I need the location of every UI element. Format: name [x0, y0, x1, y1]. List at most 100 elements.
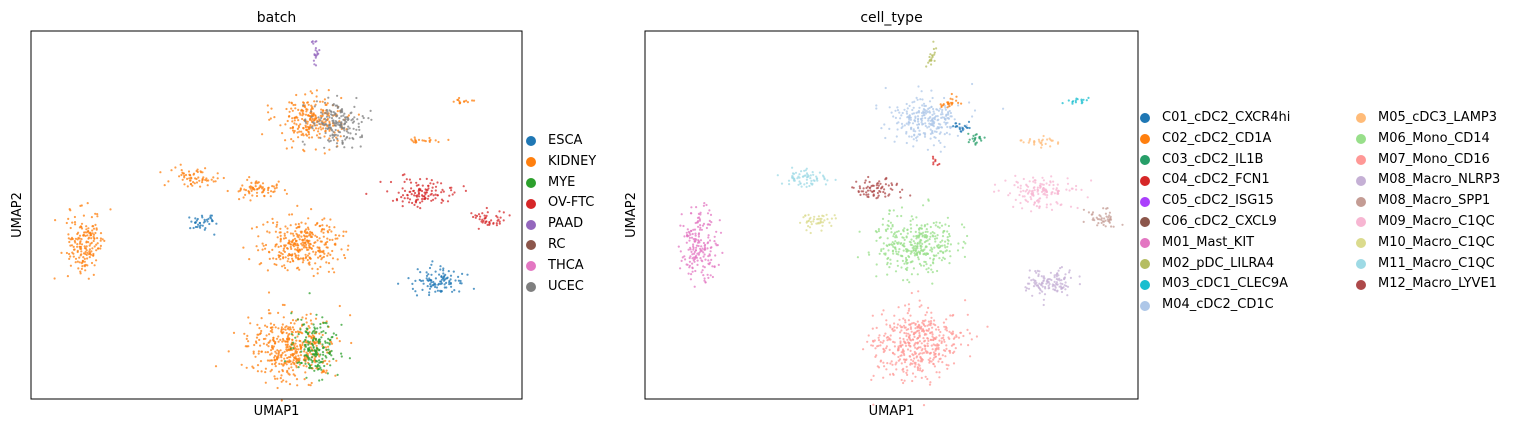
data-point: [704, 281, 707, 284]
data-point: [331, 134, 334, 137]
series-M12_Macro_LYVE1: [851, 175, 912, 200]
data-point: [295, 226, 298, 230]
data-point: [1040, 146, 1043, 149]
data-point: [297, 254, 300, 257]
data-point: [911, 112, 914, 115]
data-point: [464, 189, 467, 192]
data-point: [428, 277, 431, 280]
data-point: [808, 226, 812, 229]
data-point: [308, 252, 311, 255]
data-point: [201, 178, 204, 181]
data-point: [951, 98, 954, 101]
data-point: [281, 132, 284, 135]
data-point: [688, 260, 692, 263]
data-point: [1034, 270, 1037, 273]
data-point: [274, 340, 277, 344]
data-point: [875, 239, 878, 242]
data-point: [343, 112, 346, 115]
data-point: [92, 227, 96, 230]
data-point: [418, 195, 421, 198]
data-point: [865, 193, 868, 196]
data-point: [931, 348, 934, 351]
series-clec9a-cluster: [452, 96, 476, 105]
data-point: [900, 126, 903, 130]
data-point: [328, 360, 331, 363]
data-point: [924, 344, 927, 347]
data-point: [906, 249, 909, 252]
data-point: [903, 242, 906, 245]
data-point: [174, 166, 177, 169]
data-point: [362, 116, 365, 120]
data-point: [314, 117, 317, 120]
data-point: [870, 378, 873, 381]
data-point: [900, 351, 903, 354]
data-point: [490, 219, 493, 222]
data-point: [294, 223, 297, 226]
data-point: [1043, 188, 1046, 191]
data-point: [203, 228, 206, 231]
data-point: [248, 176, 251, 179]
data-point: [353, 105, 356, 108]
data-point: [307, 133, 311, 136]
data-point: [803, 183, 806, 186]
data-point: [884, 192, 887, 195]
data-point: [883, 334, 886, 337]
data-point: [202, 176, 205, 179]
data-point: [284, 256, 287, 259]
data-point: [414, 290, 417, 293]
data-point: [882, 376, 885, 379]
data-point: [691, 270, 694, 273]
data-point: [267, 191, 270, 194]
data-point: [334, 237, 337, 240]
data-point: [86, 251, 89, 254]
data-point: [303, 378, 306, 381]
data-point: [67, 237, 70, 240]
data-point: [802, 216, 805, 219]
data-point: [713, 265, 716, 269]
data-point: [260, 317, 263, 320]
data-point: [312, 244, 315, 247]
data-point: [913, 343, 916, 346]
data-point: [472, 287, 475, 290]
legend-marker: [1356, 113, 1366, 124]
data-point: [83, 231, 86, 234]
data-point: [918, 305, 921, 308]
data-point: [871, 314, 874, 317]
data-point: [332, 111, 335, 114]
data-point: [906, 228, 909, 231]
data-point: [109, 208, 112, 211]
data-point: [1075, 184, 1078, 188]
data-point: [926, 111, 929, 114]
data-point: [689, 246, 692, 249]
data-point: [939, 103, 942, 106]
data-point: [274, 377, 277, 380]
data-point: [690, 206, 693, 209]
data-point: [1068, 189, 1071, 192]
data-point: [304, 93, 307, 96]
data-point: [267, 345, 270, 348]
data-point: [285, 107, 288, 111]
data-point: [1049, 271, 1052, 274]
data-point: [410, 193, 413, 196]
data-point: [267, 111, 270, 114]
data-point: [900, 254, 904, 257]
data-point: [932, 362, 935, 365]
data-point: [1059, 285, 1062, 288]
data-point: [937, 246, 941, 249]
data-point: [277, 356, 280, 359]
data-point: [1104, 212, 1107, 215]
data-point: [340, 355, 343, 358]
data-point: [320, 111, 323, 114]
data-point: [918, 364, 921, 367]
data-point: [502, 219, 505, 222]
data-point: [911, 122, 915, 125]
data-point: [328, 109, 331, 112]
data-point: [944, 106, 947, 109]
legend-label: KIDNEY: [548, 153, 597, 169]
data-point: [952, 337, 956, 340]
data-point: [252, 352, 255, 355]
data-point: [934, 235, 937, 238]
data-point: [705, 203, 708, 207]
data-point: [323, 101, 327, 104]
data-point: [92, 225, 95, 228]
